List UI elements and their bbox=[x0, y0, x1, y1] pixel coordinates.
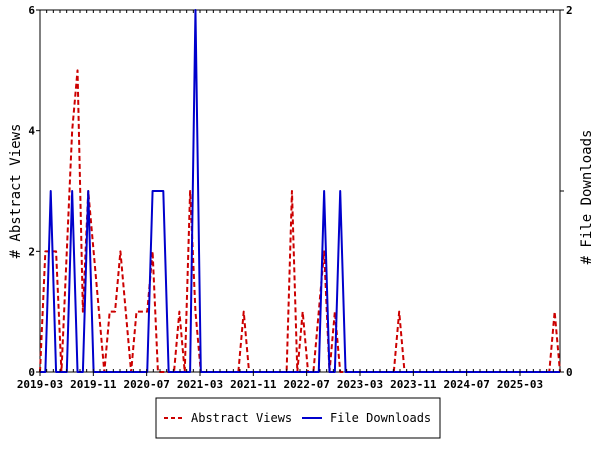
x-tick-label: 2019-03 bbox=[17, 378, 63, 391]
x-tick-label: 2019-11 bbox=[70, 378, 117, 391]
x-tick-label: 2021-03 bbox=[177, 378, 223, 391]
legend-label-file-downloads: File Downloads bbox=[330, 411, 431, 425]
y-left-tick-label: 6 bbox=[28, 4, 35, 17]
y-left-tick-label: 0 bbox=[28, 366, 35, 379]
x-tick-label: 2023-11 bbox=[390, 378, 437, 391]
x-tick-label: 2022-07 bbox=[283, 378, 329, 391]
y-left-tick-label: 2 bbox=[28, 245, 35, 258]
plot-area bbox=[39, 9, 561, 373]
x-axis-ticks: 2019-03 2019-11 2020-07 2021-03 2021-11 2022-… bbox=[17, 10, 561, 391]
x-tick-label: 2024-07 bbox=[443, 378, 489, 391]
y-right-tick-label: 0 bbox=[566, 366, 573, 379]
legend: Abstract Views File Downloads bbox=[155, 397, 441, 439]
y-left-tick-label: 4 bbox=[28, 125, 35, 138]
x-tick-label: 2025-03 bbox=[497, 378, 543, 391]
x-tick-label: 2023-03 bbox=[337, 378, 383, 391]
y-axis-left-title: # Abstract Views bbox=[8, 124, 24, 259]
y-right-tick-label: 2 bbox=[566, 4, 573, 17]
legend-label-abstract-views: Abstract Views bbox=[191, 411, 292, 425]
y-axis-left-ticks: 0 2 4 6 bbox=[28, 4, 40, 379]
y-axis-right-ticks: 02 bbox=[560, 4, 573, 379]
legend-box bbox=[155, 397, 441, 439]
x-tick-label: 2020-07 bbox=[123, 378, 169, 391]
x-tick-label: 2021-11 bbox=[230, 378, 277, 391]
y-axis-right-title: # File Downloads bbox=[579, 130, 595, 265]
